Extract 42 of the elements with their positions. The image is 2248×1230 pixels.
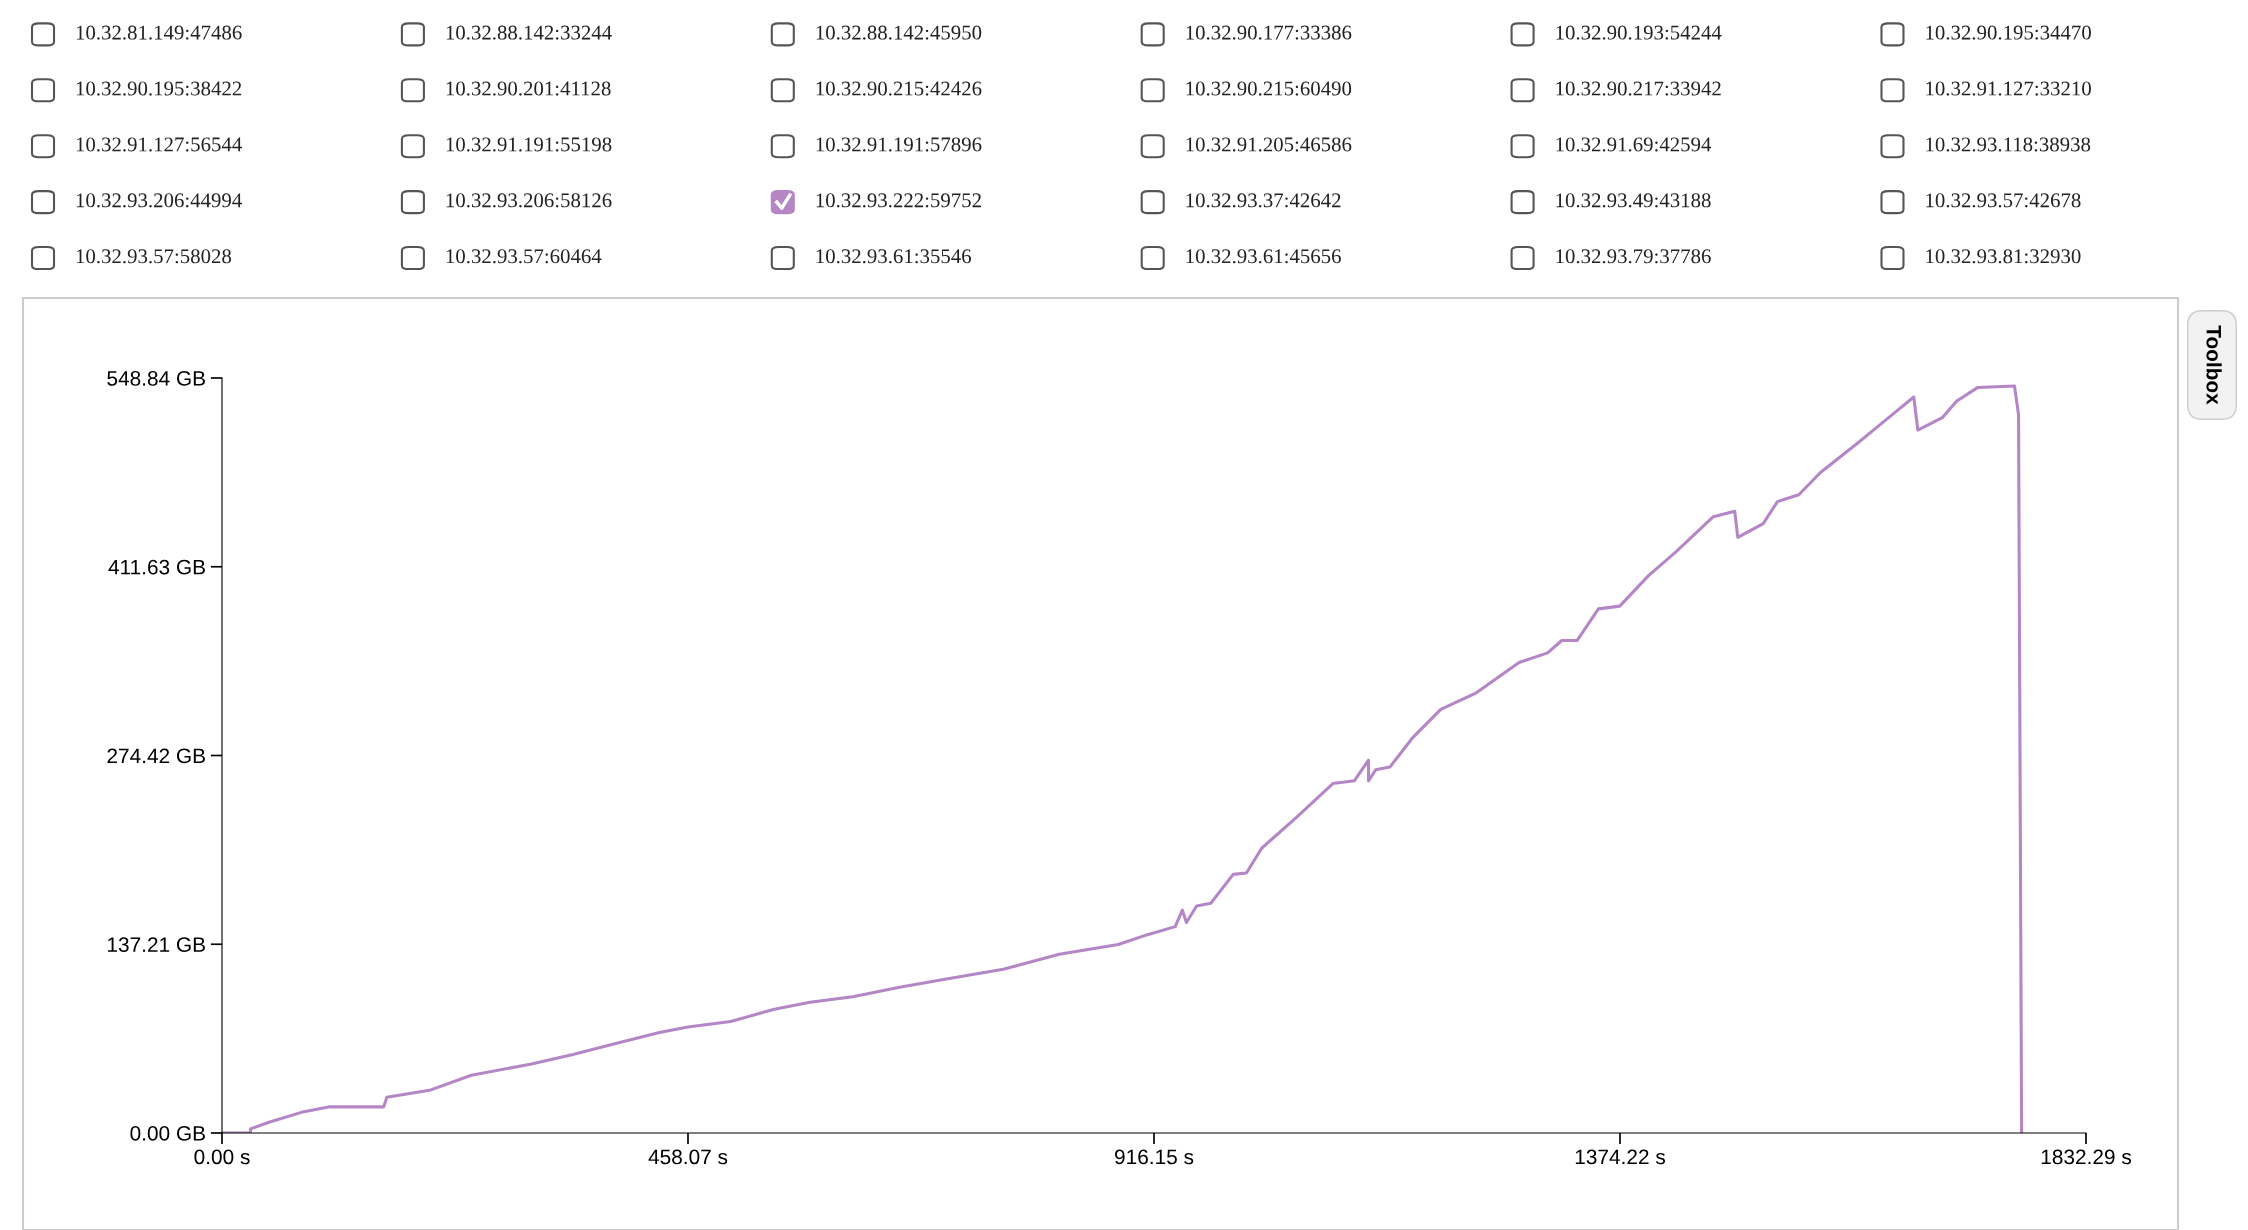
legend-label: 10.32.81.149:47486	[76, 25, 242, 40]
y-tick-label: 411.63 GB	[108, 559, 205, 575]
legend-label: 10.32.93.222:59752	[816, 193, 981, 208]
legend-label: 10.32.88.142:45950	[816, 25, 982, 40]
text: Toolbox	[2206, 325, 2222, 405]
legend-label: 10.32.93.61:45656	[1186, 249, 1341, 264]
legend-label: 10.32.88.142:33244	[446, 25, 612, 40]
legend-label: 10.32.93.57:58028	[76, 249, 232, 264]
legend-label: 10.32.90.215:60490	[1186, 81, 1352, 96]
legend-label: 10.32.90.201:41128	[446, 81, 611, 96]
legend-label: 10.32.90.215:42426	[816, 81, 982, 96]
y-tick-label: 274.42 GB	[107, 748, 205, 764]
legend-label: 10.32.93.206:44994	[76, 193, 242, 208]
x-tick-label: 916.15 s	[1115, 1149, 1194, 1165]
legend-label: 10.32.90.193:54244	[1556, 25, 1722, 40]
legend-label: 10.32.91.69:42594	[1556, 137, 1712, 152]
legend-label: 10.32.93.57:60464	[446, 249, 602, 264]
line-series	[222, 384, 2024, 1133]
y-tick-label: 137.21 GB	[108, 937, 205, 952]
legend-label: 10.32.91.127:33210	[1926, 81, 2091, 96]
x-tick-label: 458.07 s	[648, 1149, 728, 1165]
legend-label: 10.32.93.57:42678	[1926, 193, 2081, 208]
y-tick-label: 548.84 GB	[107, 371, 205, 386]
legend-label: 10.32.91.127:56544	[76, 137, 242, 152]
legend-label: 10.32.91.191:57896	[816, 137, 982, 152]
legend-label: 10.32.91.205:46586	[1186, 137, 1352, 152]
y-tick-label: 0.00 GB	[130, 1126, 205, 1141]
x-tick-label: 1832.29 s	[2041, 1149, 2132, 1165]
legend-label: 10.32.90.217:33942	[1556, 81, 1721, 96]
legend-label: 10.32.93.37:42642	[1186, 193, 1341, 208]
legend-label: 10.32.90.195:34470	[1926, 25, 2091, 40]
legend-label: 10.32.93.118:38938	[1926, 137, 2091, 152]
x-tick-label: 0.00 s	[194, 1149, 250, 1165]
legend-label: 10.32.90.177:33386	[1186, 25, 1352, 40]
legend-label: 10.32.91.191:55198	[446, 137, 612, 152]
legend-label: 10.32.93.61:35546	[816, 249, 972, 264]
legend-label: 10.32.93.81:32930	[1926, 249, 2081, 264]
legend-label: 10.32.90.195:38422	[76, 81, 242, 96]
legend-label: 10.32.93.206:58126	[446, 193, 612, 208]
x-tick-label: 1374.22 s	[1575, 1149, 1666, 1165]
legend-label: 10.32.93.79:37786	[1556, 249, 1711, 264]
legend-label: 10.32.93.49:43188	[1556, 193, 1711, 208]
